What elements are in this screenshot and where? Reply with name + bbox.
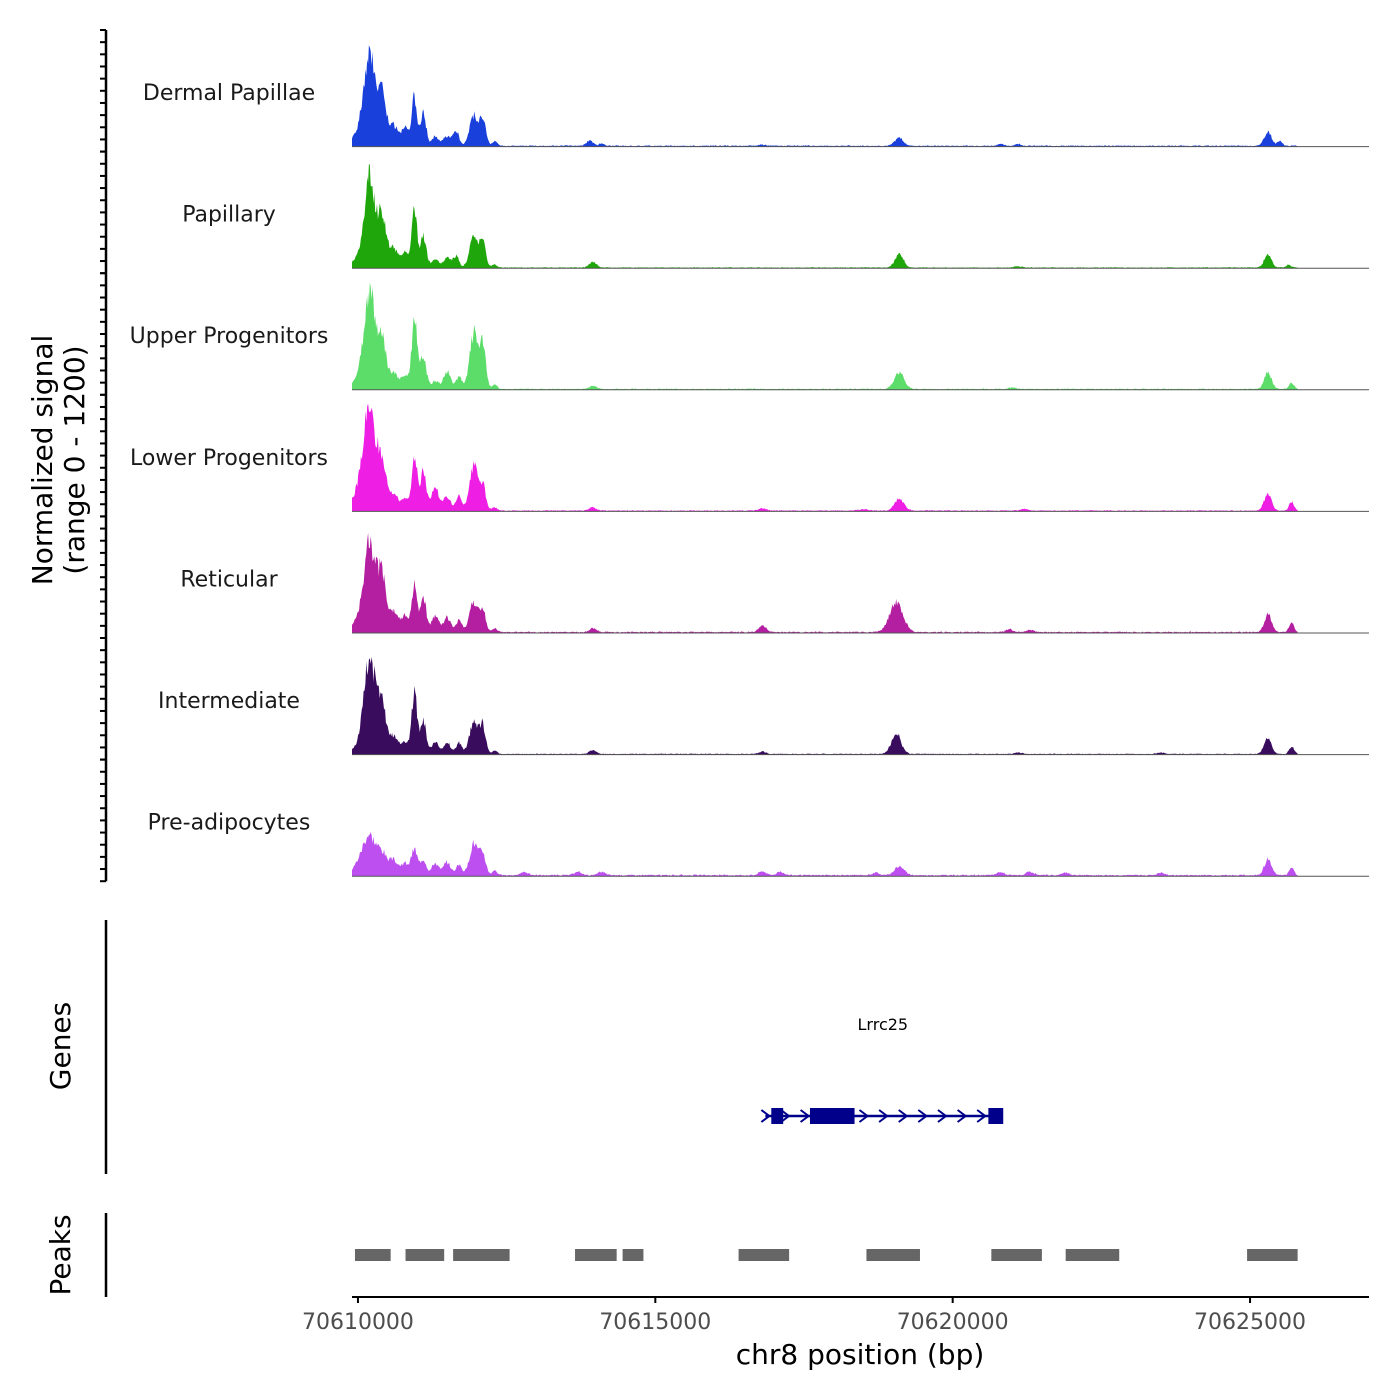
track-upper-progenitors: Upper Progenitors bbox=[130, 282, 1369, 391]
coverage-area bbox=[352, 45, 1298, 147]
track-label: Dermal Papillae bbox=[143, 81, 315, 106]
gene-track-title: Genes bbox=[44, 1002, 77, 1090]
gene-exon bbox=[988, 1108, 1004, 1124]
track-label: Intermediate bbox=[158, 689, 300, 714]
peak-region bbox=[622, 1249, 644, 1261]
peak-region bbox=[738, 1249, 790, 1261]
strand-arrow bbox=[917, 1109, 929, 1123]
coverage-area bbox=[352, 532, 1298, 633]
strand-arrow bbox=[780, 1109, 791, 1123]
strand-arrow bbox=[858, 1109, 870, 1123]
strand-arrow bbox=[937, 1109, 948, 1123]
strand-arrow bbox=[760, 1109, 772, 1123]
track-dermal-papillae: Dermal Papillae bbox=[143, 45, 1369, 148]
track-label: Reticular bbox=[180, 567, 278, 592]
peak-track-title: Peaks bbox=[44, 1214, 77, 1295]
peak-region bbox=[991, 1249, 1042, 1261]
y-axis-title-line2: (range 0 - 1200) bbox=[58, 345, 91, 574]
peak-region bbox=[354, 1249, 391, 1261]
track-papillary: Papillary bbox=[182, 164, 1369, 269]
track-pre-adipocytes: Pre-adipocytes bbox=[148, 811, 1369, 877]
peak-region bbox=[1065, 1249, 1120, 1261]
coverage-area bbox=[352, 403, 1298, 512]
gene-lrrc25: Lrrc25 bbox=[760, 1015, 1004, 1124]
strand-arrow bbox=[898, 1109, 909, 1123]
coverage-area bbox=[352, 282, 1298, 390]
peak-track: Peaks bbox=[44, 1213, 1298, 1297]
track-label: Pre-adipocytes bbox=[148, 811, 311, 836]
track-label: Papillary bbox=[182, 203, 276, 228]
y-axis-title: Normalized signal (range 0 - 1200) bbox=[26, 335, 91, 586]
gene-track: Genes Lrrc25 bbox=[44, 920, 1004, 1174]
x-tick-label: 70610000 bbox=[302, 1310, 414, 1335]
track-label: Upper Progenitors bbox=[130, 324, 329, 349]
gene-exon bbox=[771, 1108, 784, 1124]
peak-region bbox=[405, 1249, 445, 1261]
x-axis: chr8 position (bp) 70610000 70615000 70620… bbox=[302, 1296, 1369, 1371]
x-tick-label: 70625000 bbox=[1194, 1310, 1306, 1335]
track-intermediate: Intermediate bbox=[158, 657, 1369, 756]
track-lower-progenitors: Lower Progenitors bbox=[130, 403, 1369, 512]
track-label: Lower Progenitors bbox=[130, 446, 328, 471]
gene-exon bbox=[809, 1108, 855, 1124]
strand-arrow bbox=[878, 1109, 889, 1123]
x-axis-title: chr8 position (bp) bbox=[736, 1338, 985, 1371]
peak-region bbox=[866, 1249, 920, 1261]
strand-arrow bbox=[799, 1109, 811, 1123]
gene-name-label: Lrrc25 bbox=[858, 1015, 909, 1034]
peak-region bbox=[575, 1249, 617, 1261]
coverage-area bbox=[352, 657, 1298, 755]
y-axis-title-line1: Normalized signal bbox=[26, 335, 59, 586]
x-tick-label: 70620000 bbox=[897, 1310, 1009, 1335]
signal-y-axis bbox=[100, 29, 108, 883]
coverage-area bbox=[352, 832, 1298, 877]
coverage-tracks: Dermal Papillae Papillary Upper Progenitor… bbox=[130, 45, 1369, 877]
x-tick-label: 70615000 bbox=[599, 1310, 711, 1335]
peak-region bbox=[453, 1249, 510, 1261]
strand-arrow bbox=[957, 1109, 968, 1123]
strand-arrow bbox=[976, 1109, 987, 1123]
track-reticular: Reticular bbox=[180, 532, 1369, 634]
coverage-area bbox=[352, 164, 1298, 269]
peak-region bbox=[1247, 1249, 1298, 1261]
